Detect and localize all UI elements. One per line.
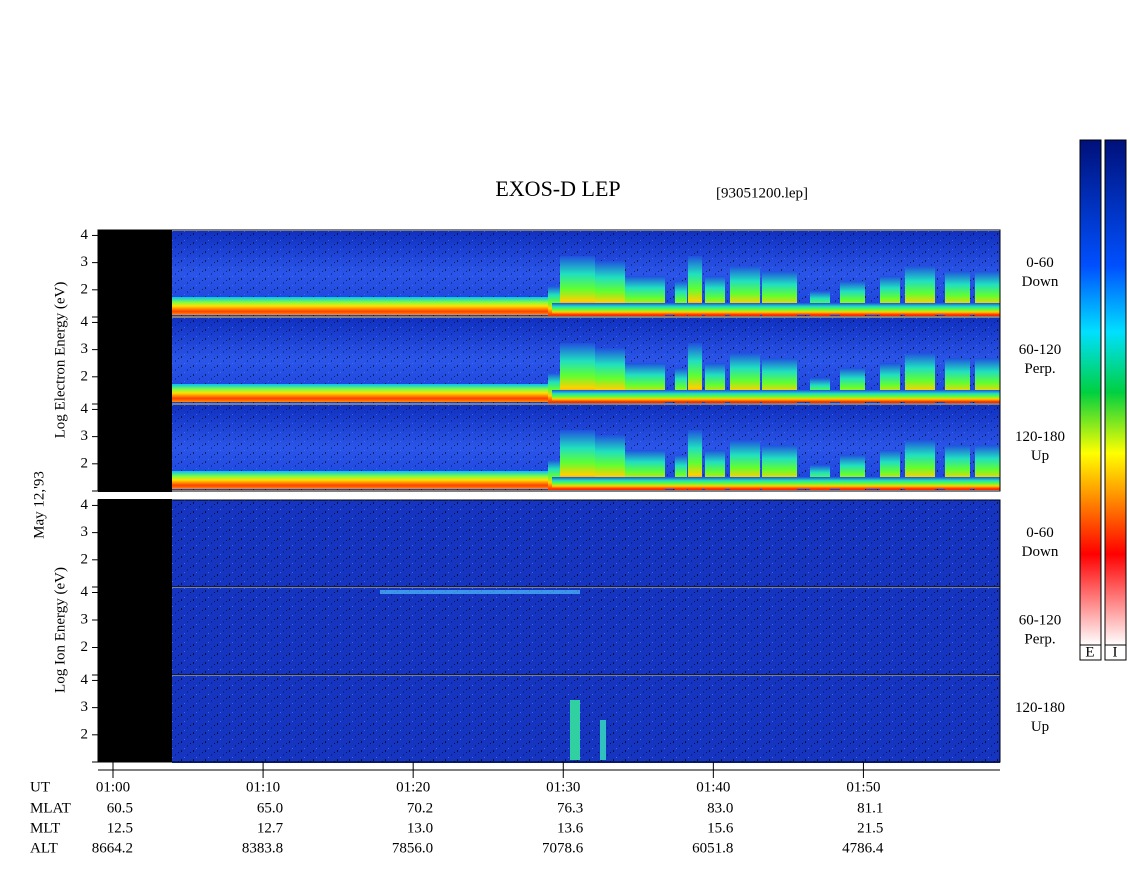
y-axis-label: Log Ion Energy (eV) (52, 567, 68, 693)
y-tick-label: 2 (81, 639, 89, 655)
y-tick-label: 4 (81, 227, 89, 243)
panel (172, 231, 1000, 316)
ephemeris-label: UT (30, 779, 50, 795)
x-tick-label: 01:10 (246, 779, 280, 795)
ephemeris-value: 83.0 (707, 800, 733, 816)
ion-feature (380, 590, 580, 594)
y-tick-label: 4 (81, 672, 89, 688)
panel-label: 60-120 (1019, 612, 1062, 628)
y-tick-label: 2 (81, 368, 89, 384)
y-tick-label: 2 (81, 726, 89, 742)
x-tick-label: 01:50 (846, 779, 880, 795)
panel (172, 318, 1000, 403)
x-tick-label: 01:40 (696, 779, 730, 795)
y-tick-label: 4 (81, 497, 89, 513)
panel-label: 0-60 (1026, 525, 1054, 541)
panel-label: 120-180 (1015, 700, 1065, 716)
file-name: [93051200.lep] (716, 185, 808, 201)
ion-feature (570, 700, 580, 760)
x-tick-label: 01:00 (96, 779, 130, 795)
ephemeris-value: 12.5 (107, 820, 133, 836)
ephemeris-value: 7856.0 (392, 840, 433, 856)
panel-label: Perp. (1024, 631, 1055, 647)
y-tick-label: 4 (81, 314, 89, 330)
date-label: May 12,'93 (31, 471, 47, 539)
frames (97, 229, 1001, 763)
ephemeris-value: 8383.8 (242, 840, 283, 856)
x-tick-label: 01:20 (396, 779, 430, 795)
panel-label: 120-180 (1015, 429, 1065, 445)
colorbar-box (1079, 644, 1102, 661)
colorbar-box (1104, 644, 1127, 661)
colorbar-label: E (1085, 644, 1094, 660)
y-tick-label: 2 (81, 455, 89, 471)
panel-label: Perp. (1024, 361, 1055, 377)
colorbar (1104, 139, 1127, 646)
panel-label: Up (1031, 719, 1049, 735)
colorbar (1079, 139, 1102, 646)
ephemeris-value: 7078.6 (542, 840, 584, 856)
panel (172, 676, 1000, 763)
ephemeris-value: 6051.8 (692, 840, 733, 856)
y-tick-label: 3 (81, 428, 89, 444)
y-tick-label: 3 (81, 254, 89, 270)
y-tick-label: 2 (81, 281, 89, 297)
ephemeris-value: 21.5 (857, 820, 883, 836)
y-axis-label: Log Electron Energy (eV) (52, 282, 68, 439)
panel (172, 500, 1000, 587)
panel-label: 60-120 (1019, 342, 1062, 358)
title: EXOS-D LEP (495, 176, 620, 201)
y-tick-label: 2 (81, 551, 89, 567)
gap (98, 492, 1008, 499)
ephemeris-value: 81.1 (857, 800, 883, 816)
ephemeris-value: 8664.2 (92, 840, 133, 856)
y-tick-label: 4 (81, 401, 89, 417)
ephemeris-value: 70.2 (407, 800, 433, 816)
panel (172, 405, 1000, 490)
ephemeris-value: 15.6 (707, 820, 734, 836)
colorbar-label: I (1113, 644, 1118, 660)
y-tick-label: 3 (81, 611, 89, 627)
ion-feature (600, 720, 606, 760)
y-tick-label: 3 (81, 699, 89, 715)
ephemeris-value: 76.3 (557, 800, 583, 816)
panel-label: Down (1022, 544, 1059, 560)
y-tick-label: 3 (81, 341, 89, 357)
ephemeris-value: 12.7 (257, 820, 284, 836)
ephemeris-label: ALT (30, 840, 58, 856)
ephemeris-value: 13.0 (407, 820, 433, 836)
ephemeris-value: 13.6 (557, 820, 584, 836)
ephemeris-label: MLAT (30, 800, 71, 816)
panel-label: Down (1022, 274, 1059, 290)
y-tick-label: 4 (81, 584, 89, 600)
y-tick-label: 3 (81, 524, 89, 540)
ephemeris-value: 60.5 (107, 800, 133, 816)
ephemeris-value: 4786.4 (842, 840, 884, 856)
panel (172, 588, 1000, 675)
x-tick-label: 01:30 (546, 779, 580, 795)
panel-label: 0-60 (1026, 255, 1054, 271)
ephemeris-value: 65.0 (257, 800, 283, 816)
panel-label: Up (1031, 448, 1049, 464)
ephemeris-label: MLT (30, 820, 60, 836)
